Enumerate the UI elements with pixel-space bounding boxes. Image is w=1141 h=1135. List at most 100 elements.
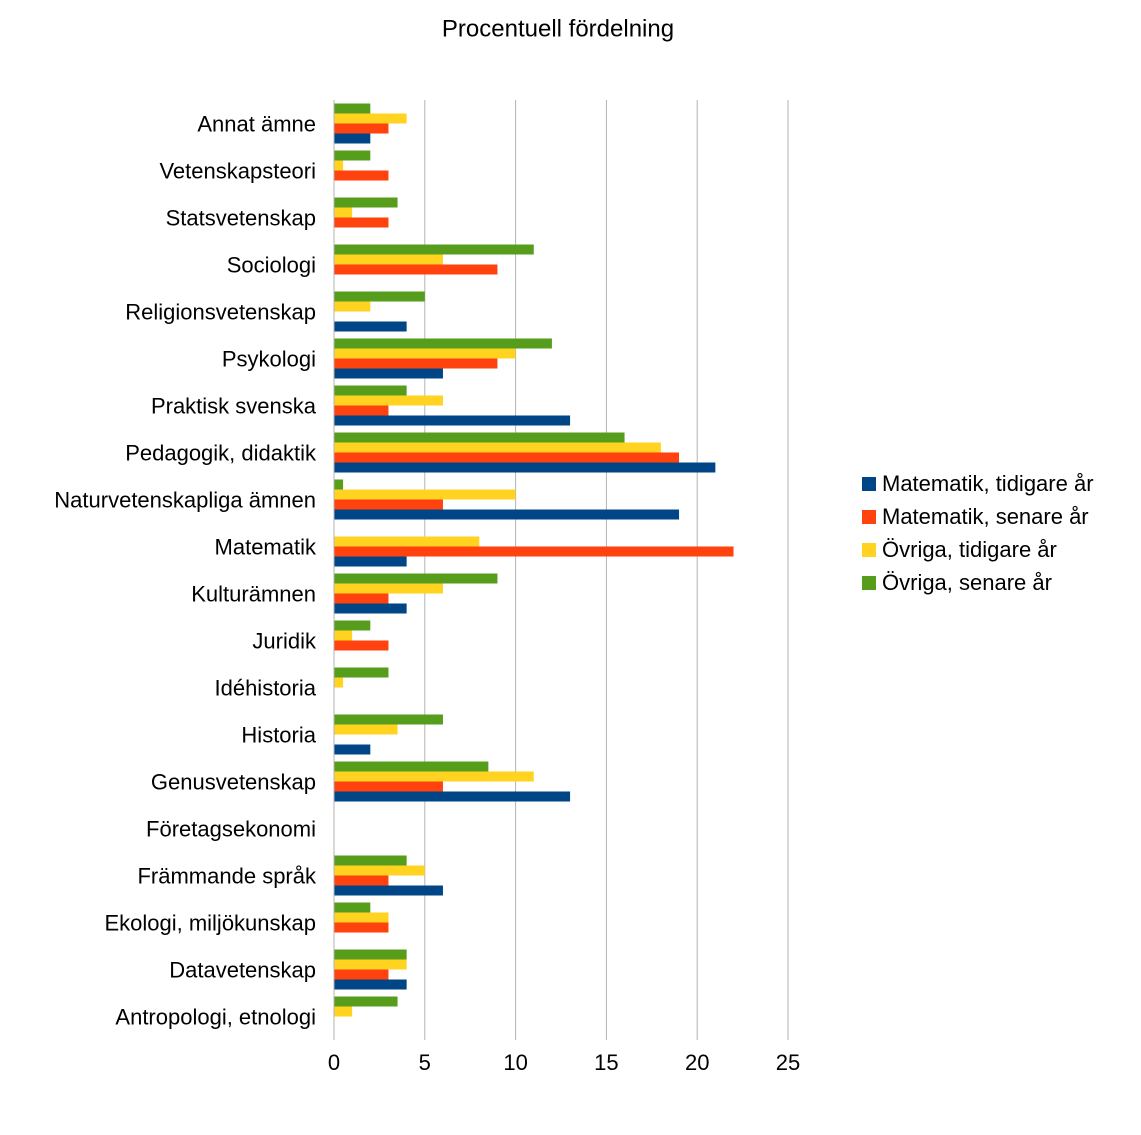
y-tick-label: Företagsekonomi [146, 816, 316, 841]
bar [334, 432, 625, 443]
legend-swatch [862, 576, 876, 590]
bar [334, 207, 353, 218]
bar [334, 405, 389, 416]
bar [334, 714, 443, 725]
bar [334, 103, 371, 114]
bar [334, 885, 443, 896]
bar [334, 744, 371, 755]
legend-label: Matematik, senare år [882, 504, 1089, 529]
bar [334, 321, 407, 332]
bar [334, 358, 498, 369]
x-tick-label: 25 [776, 1050, 800, 1075]
bar [334, 865, 425, 876]
y-tick-label: Pedagogik, didaktik [125, 440, 317, 465]
bar [334, 593, 389, 604]
chart-title: Procentuell fördelning [442, 15, 674, 42]
bar [334, 949, 407, 960]
bar [334, 979, 407, 990]
bar [334, 113, 407, 124]
y-tick-label: Vetenskapsteori [159, 158, 316, 183]
bar [334, 640, 389, 651]
bar [334, 395, 443, 406]
bar [334, 724, 398, 735]
bar [334, 546, 734, 557]
bar [334, 338, 552, 349]
x-tick-label: 20 [685, 1050, 709, 1075]
bar [334, 509, 680, 520]
bar [334, 301, 371, 312]
bar [334, 368, 443, 379]
x-tick-label: 5 [419, 1050, 431, 1075]
bar [334, 385, 407, 396]
bar [334, 667, 389, 678]
bar [334, 197, 398, 208]
bar [334, 603, 407, 614]
bar [334, 620, 371, 631]
legend-swatch [862, 543, 876, 557]
bar [334, 902, 371, 913]
bar [334, 291, 425, 302]
y-tick-label: Psykologi [222, 346, 316, 371]
x-tick-label: 0 [328, 1050, 340, 1075]
y-tick-label: Främmande språk [137, 863, 317, 888]
y-tick-label: Datavetenskap [169, 957, 316, 982]
bar [334, 573, 498, 584]
bar [334, 855, 407, 866]
bar [334, 150, 371, 161]
y-tick-label: Religionsvetenskap [125, 299, 316, 324]
bar [334, 442, 661, 453]
y-tick-label: Juridik [252, 628, 317, 653]
y-tick-label: Kulturämnen [191, 581, 316, 606]
bar [334, 479, 344, 490]
legend-label: Övriga, senare år [882, 570, 1052, 595]
legend-swatch [862, 477, 876, 491]
y-tick-label: Praktisk svenska [151, 393, 317, 418]
bar [334, 160, 344, 171]
bar [334, 133, 371, 144]
bar [334, 254, 443, 265]
y-tick-label: Matematik [215, 534, 317, 559]
x-tick-label: 10 [503, 1050, 527, 1075]
bar [334, 556, 407, 567]
legend-label: Övriga, tidigare år [882, 537, 1057, 562]
bar [334, 922, 389, 933]
bar [334, 217, 389, 228]
bar [334, 123, 389, 134]
y-tick-label: Historia [241, 722, 316, 747]
bar [334, 499, 443, 510]
bar [334, 791, 571, 802]
bar [334, 959, 407, 970]
bar [334, 348, 516, 359]
bar [334, 781, 443, 792]
y-tick-label: Genusvetenskap [151, 769, 316, 794]
y-tick-label: Statsvetenskap [166, 205, 316, 230]
bar [334, 244, 534, 255]
bar [334, 996, 398, 1007]
bar [334, 415, 571, 426]
bar [334, 264, 498, 275]
bar [334, 1006, 353, 1017]
bar [334, 969, 389, 980]
bar [334, 771, 534, 782]
bar [334, 677, 344, 688]
bar [334, 630, 353, 641]
bar [334, 489, 516, 500]
y-tick-label: Ekologi, miljökunskap [104, 910, 316, 935]
x-tick-label: 15 [594, 1050, 618, 1075]
legend-swatch [862, 510, 876, 524]
y-tick-label: Antropologi, etnologi [115, 1004, 316, 1029]
bar [334, 761, 489, 772]
bar [334, 170, 389, 181]
y-tick-label: Naturvetenskapliga ämnen [54, 487, 316, 512]
bar [334, 536, 480, 547]
bar [334, 583, 443, 594]
bar [334, 875, 389, 886]
bar [334, 462, 716, 473]
y-tick-label: Annat ämne [197, 111, 316, 136]
bar [334, 452, 680, 463]
bar [334, 912, 389, 923]
y-tick-label: Idéhistoria [214, 675, 316, 700]
legend-label: Matematik, tidigare år [882, 471, 1094, 496]
y-tick-label: Sociologi [227, 252, 316, 277]
